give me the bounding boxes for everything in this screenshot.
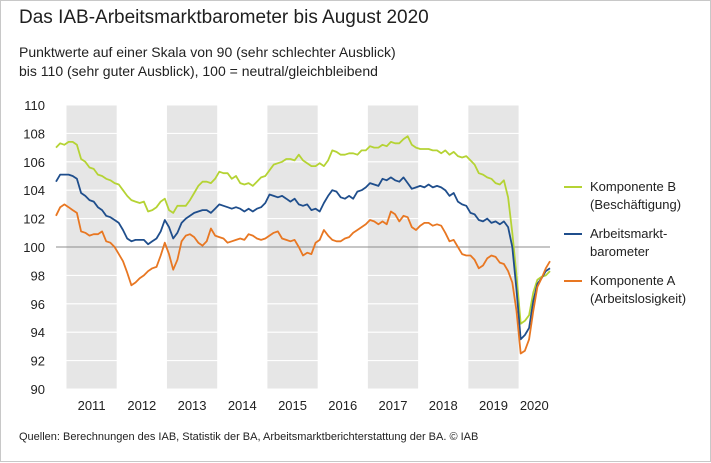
legend-label-3-line1: Komponente A (590, 273, 676, 288)
y-tick-label: 92 (31, 354, 45, 369)
y-tick-label: 108 (23, 126, 45, 141)
legend-label-1-line1: Komponente B (590, 179, 676, 194)
x-tick-label: 2015 (278, 398, 307, 413)
y-tick-label: 106 (23, 155, 45, 170)
chart-title: Das IAB-Arbeitsmarktbarometer bis August… (19, 7, 429, 28)
chart-subtitle: Punktwerte auf einer Skala von 90 (sehr … (19, 43, 396, 81)
series-line-3 (55, 203, 551, 355)
subtitle-line-2: bis 110 (sehr guter Ausblick), 100 = neu… (19, 63, 378, 79)
x-tick-label: 2011 (78, 398, 106, 413)
y-tick-label: 94 (31, 325, 45, 340)
x-tick-label: 2017 (379, 398, 408, 413)
subtitle-line-1: Punktwerte auf einer Skala von 90 (sehr … (19, 44, 396, 60)
y-tick-label: 102 (23, 212, 45, 227)
x-tick-label: 2013 (178, 398, 207, 413)
y-tick-label: 110 (24, 98, 45, 113)
y-tick-label: 104 (23, 183, 45, 198)
source-note: Quellen: Berechnungen des IAB, Statistik… (19, 431, 479, 443)
x-tick-label: 2020 (520, 398, 549, 413)
legend-label-2-line2: barometer (590, 244, 650, 259)
y-tick-label: 98 (31, 268, 45, 283)
y-tick-label: 90 (31, 382, 45, 397)
x-tick-label: 2012 (127, 398, 156, 413)
series-line-2 (55, 173, 551, 341)
series-line-1 (55, 135, 551, 325)
x-tick-label: 2016 (328, 398, 357, 413)
x-tick-label: 2019 (479, 398, 508, 413)
y-tick-label: 96 (31, 297, 45, 312)
legend-label-1-line2: (Beschäftigung) (590, 197, 681, 212)
legend-label-2-line1: Arbeitsmarkt- (590, 226, 667, 241)
y-tick-label: 100 (23, 240, 45, 255)
x-tick-label: 2018 (429, 398, 458, 413)
legend-label-3-line2: (Arbeitslosigkeit) (590, 291, 686, 306)
x-tick-label: 2014 (228, 398, 257, 413)
